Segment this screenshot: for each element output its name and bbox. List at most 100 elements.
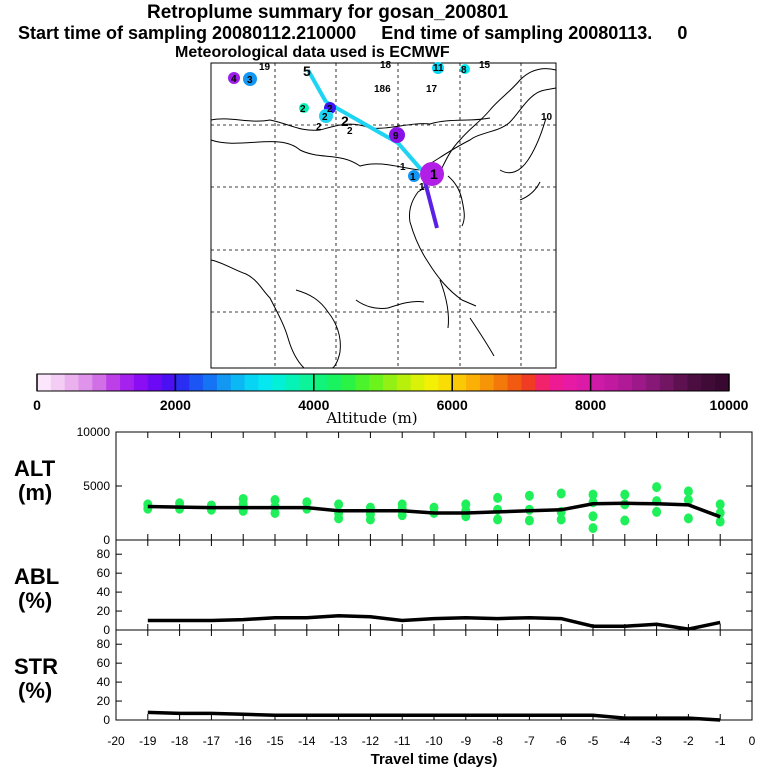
colorbar-swatch bbox=[562, 374, 578, 391]
plume-label: 5 bbox=[303, 63, 311, 79]
series-line-str bbox=[147, 710, 721, 722]
colorbar-swatch bbox=[383, 374, 398, 391]
map-coastlines bbox=[210, 68, 557, 369]
colorbar-swatch bbox=[535, 374, 550, 391]
plume-label: 2 bbox=[347, 126, 353, 137]
colorbar-swatch bbox=[396, 374, 412, 391]
trajectory-map: 19 5 18 11 8 15 4 3 2 2 2 2 2 2 186 17 1… bbox=[210, 60, 557, 369]
x-tick-label: -9 bbox=[460, 734, 471, 748]
x-tick-label: -10 bbox=[425, 734, 443, 748]
alt-scatter-point bbox=[334, 513, 344, 524]
plume-label: 9 bbox=[393, 131, 399, 142]
colorbar-swatch bbox=[161, 374, 176, 391]
x-axis-label: Travel time (days) bbox=[371, 751, 498, 768]
plume-marker-1-large bbox=[420, 162, 444, 186]
start-time-label: Start time of sampling 20080112.210000 bbox=[18, 23, 357, 43]
colorbar-swatch bbox=[687, 374, 702, 391]
colorbar-swatch bbox=[438, 374, 453, 391]
plume-label: 19 bbox=[259, 62, 271, 73]
y-tick-label: 60 bbox=[97, 566, 111, 580]
panel-frame-abl bbox=[115, 539, 753, 631]
plume-label: 1 bbox=[410, 172, 416, 183]
colorbar-swatch bbox=[576, 374, 591, 391]
plume-label: 10 bbox=[541, 112, 553, 123]
trajectory-line-start bbox=[422, 177, 439, 229]
colorbar-swatch bbox=[133, 374, 149, 391]
colorbar-swatch bbox=[203, 374, 218, 391]
x-tick-label: -2 bbox=[683, 734, 694, 748]
colorbar-swatch bbox=[369, 374, 384, 391]
x-tick-label: -13 bbox=[330, 734, 348, 748]
x-tick-label: -8 bbox=[492, 734, 503, 748]
alt-scatter-point bbox=[588, 489, 598, 500]
colorbar-swatch bbox=[659, 374, 675, 391]
plume-label: 2 bbox=[300, 104, 306, 115]
panel-label-abl: ABL bbox=[14, 564, 59, 589]
colorbar-swatch bbox=[632, 374, 647, 391]
x-tick-label: -18 bbox=[171, 734, 189, 748]
y-tick-label: 5000 bbox=[83, 479, 110, 493]
alt-scatter-point bbox=[270, 508, 280, 518]
colorbar-swatch bbox=[493, 374, 508, 391]
colorbar-tick-label: 6000 bbox=[437, 397, 468, 413]
plume-markers bbox=[228, 62, 470, 186]
colorbar-tick-label: 8000 bbox=[575, 397, 606, 413]
colorbar-label: Altitude (m) bbox=[325, 409, 417, 427]
colorbar-swatch bbox=[147, 374, 162, 391]
chart-title: Retroplume summary for gosan_200801 bbox=[147, 2, 509, 23]
map-graticule bbox=[211, 63, 556, 368]
alt-scatter-point bbox=[493, 514, 503, 525]
colorbar-swatch bbox=[175, 374, 190, 391]
colorbar-tick-label: 4000 bbox=[298, 397, 329, 413]
colorbar-swatch bbox=[37, 374, 52, 391]
plume-marker-1-small bbox=[408, 170, 420, 182]
plume-label: 2 bbox=[316, 122, 322, 133]
colorbar-swatch bbox=[604, 374, 619, 391]
x-tick-label: -16 bbox=[235, 734, 253, 748]
colorbar-swatch bbox=[106, 374, 121, 391]
alt-scatter-point bbox=[683, 513, 693, 524]
x-tick-label: -20 bbox=[107, 734, 125, 748]
x-tick-label: -11 bbox=[394, 734, 411, 748]
colorbar-tick-label: 0 bbox=[33, 397, 41, 413]
panel-unit-alt: (m) bbox=[18, 480, 52, 505]
colorbar-tick-label: 2000 bbox=[160, 397, 191, 413]
colorbar-swatch bbox=[244, 374, 259, 391]
colorbar-swatch bbox=[410, 374, 425, 391]
alt-scatter-point bbox=[588, 511, 598, 522]
end-time-value: 0 bbox=[677, 23, 688, 43]
colorbar-swatch bbox=[272, 374, 287, 391]
colorbar-swatch bbox=[313, 374, 329, 391]
plume-label: 4 bbox=[231, 74, 237, 85]
colorbar-swatch bbox=[479, 374, 495, 391]
panel-label-alt: ALT bbox=[14, 456, 56, 481]
colorbar-swatch bbox=[216, 374, 232, 391]
map-frame bbox=[210, 62, 557, 369]
colorbar-swatch bbox=[521, 374, 536, 391]
plume-marker-3 bbox=[243, 72, 257, 86]
alt-scatter-point bbox=[365, 514, 375, 525]
colorbar-swatch bbox=[466, 374, 481, 391]
alt-scatter-point bbox=[620, 489, 630, 500]
alt-scatter-point bbox=[652, 482, 662, 493]
x-tick-label: -5 bbox=[588, 734, 599, 748]
colorbar-swatch bbox=[590, 374, 605, 391]
colorbar-swatch bbox=[549, 374, 564, 391]
sampling-times: Start time of sampling 20080112.210000 E… bbox=[18, 23, 768, 44]
y-tick-label: 80 bbox=[97, 637, 111, 651]
x-tick-label: -19 bbox=[139, 734, 157, 748]
x-tick-label: -17 bbox=[203, 734, 221, 748]
alt-scatter-point bbox=[524, 515, 534, 526]
alt-scatter-point bbox=[715, 516, 725, 527]
y-tick-label: 20 bbox=[97, 604, 111, 618]
plume-label: 2 bbox=[327, 104, 333, 115]
alt-scatter-point bbox=[556, 514, 566, 525]
y-tick-label: 40 bbox=[97, 675, 111, 689]
plume-marker-9 bbox=[389, 127, 405, 143]
plume-label: 11 bbox=[433, 63, 444, 74]
plume-label: 3 bbox=[247, 75, 253, 86]
plume-marker-2a bbox=[299, 103, 309, 113]
colorbar-swatch bbox=[507, 374, 522, 391]
x-tick-label: -1 bbox=[715, 734, 726, 748]
